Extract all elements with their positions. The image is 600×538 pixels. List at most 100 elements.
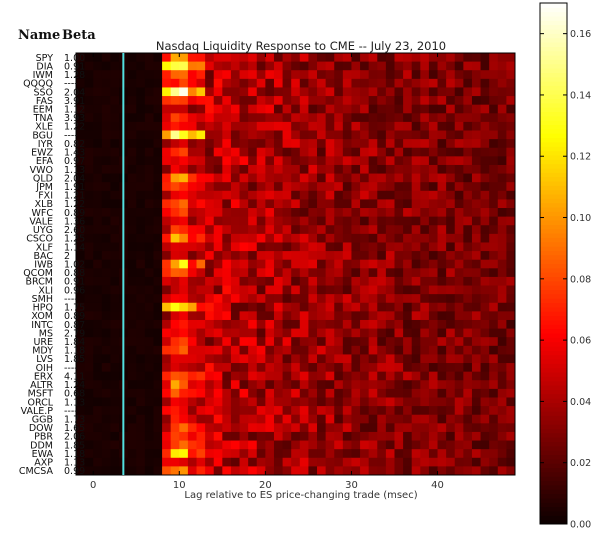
heatmap-cell	[308, 406, 318, 416]
heatmap-cell	[110, 156, 120, 166]
heatmap-cell	[420, 414, 430, 424]
heatmap-cell	[428, 78, 438, 88]
heatmap-cell	[334, 104, 344, 114]
heatmap-cell	[230, 276, 240, 286]
heatmap-cell	[282, 130, 292, 140]
row-beta-label: 1.21	[64, 191, 85, 202]
heatmap-cell	[282, 225, 292, 235]
heatmap-cell	[334, 96, 344, 106]
heatmap-cell	[144, 130, 154, 140]
heatmap-cell	[360, 96, 370, 106]
heatmap-cell	[93, 87, 103, 97]
heatmap-cell	[179, 337, 189, 347]
heatmap-cell	[317, 242, 327, 252]
heatmap-cell	[308, 380, 318, 390]
heatmap-cell	[317, 363, 327, 373]
heatmap-cell	[454, 388, 464, 398]
heatmap-cell	[463, 113, 473, 123]
heatmap-cell	[127, 216, 137, 226]
heatmap-cell	[351, 328, 361, 338]
heatmap-cell	[454, 294, 464, 304]
heatmap-cell	[213, 363, 223, 373]
heatmap-cell	[385, 414, 395, 424]
heatmap-cell	[334, 268, 344, 278]
heatmap-cell	[497, 173, 507, 183]
heatmap-cell	[394, 345, 404, 355]
heatmap-cell	[213, 276, 223, 286]
heatmap-cell	[291, 87, 301, 97]
heatmap-cell	[256, 440, 266, 450]
heatmap-cell	[403, 380, 413, 390]
heatmap-cell	[144, 233, 154, 243]
heatmap-cell	[153, 319, 163, 329]
heatmap-cell	[170, 242, 180, 252]
colorbar-segment	[540, 432, 567, 438]
heatmap-cell	[377, 423, 387, 433]
heatmap-cell	[497, 285, 507, 295]
heatmap-cell	[325, 423, 335, 433]
heatmap-cell	[351, 449, 361, 459]
colorbar-segment	[540, 350, 567, 356]
heatmap-cell	[230, 190, 240, 200]
heatmap-cell	[497, 199, 507, 209]
heatmap-cell	[334, 53, 344, 63]
heatmap-cell	[76, 182, 86, 192]
heatmap-cell	[403, 53, 413, 63]
heatmap-cell	[248, 96, 258, 106]
heatmap-cell	[187, 53, 197, 63]
heatmap-cell	[205, 53, 215, 63]
colorbar-segment	[540, 81, 567, 86]
heatmap-cell	[325, 164, 335, 174]
heatmap-cell	[334, 164, 344, 174]
heatmap-cell	[368, 311, 378, 321]
heatmap-cell	[248, 397, 258, 407]
heatmap-cell	[446, 104, 456, 114]
heatmap-cell	[411, 233, 421, 243]
heatmap-cell	[428, 139, 438, 149]
heatmap-cell	[428, 397, 438, 407]
heatmap-cell	[325, 182, 335, 192]
heatmap-cell	[127, 130, 137, 140]
heatmap-cell	[76, 431, 86, 441]
heatmap-cell	[299, 319, 309, 329]
heatmap-cell	[239, 156, 249, 166]
row-name-label: JPM	[35, 182, 53, 193]
row-name-label: OIH	[36, 363, 53, 374]
heatmap-cell	[282, 294, 292, 304]
row-beta-label: 1.22	[64, 122, 85, 133]
heatmap-cell	[317, 190, 327, 200]
heatmap-cell	[480, 70, 490, 80]
heatmap-cell	[437, 345, 447, 355]
heatmap-cell	[471, 233, 481, 243]
heatmap-cell	[179, 182, 189, 192]
heatmap-cell	[368, 156, 378, 166]
heatmap-cell	[101, 61, 111, 71]
heatmap-cell	[471, 61, 481, 71]
heatmap-cell	[239, 113, 249, 123]
heatmap-cell	[403, 251, 413, 261]
heatmap-cell	[351, 354, 361, 364]
heatmap-cell	[101, 190, 111, 200]
heatmap-cell	[84, 233, 94, 243]
heatmap-cell	[205, 78, 215, 88]
heatmap-cell	[385, 345, 395, 355]
heatmap-cell	[144, 302, 154, 312]
heatmap-cell	[471, 319, 481, 329]
heatmap-cell	[144, 147, 154, 157]
heatmap-cell	[411, 164, 421, 174]
heatmap-cell	[437, 113, 447, 123]
heatmap-cell	[385, 87, 395, 97]
heatmap-cell	[428, 251, 438, 261]
heatmap-cell	[162, 294, 172, 304]
heatmap-cell	[101, 440, 111, 450]
heatmap-cell	[368, 363, 378, 373]
heatmap-cell	[351, 113, 361, 123]
heatmap-cell	[497, 190, 507, 200]
row-beta-label: 2.04	[64, 87, 85, 98]
heatmap-cell	[325, 457, 335, 467]
colorbar-segment	[540, 428, 567, 434]
heatmap-cell	[76, 345, 86, 355]
heatmap-cell	[101, 242, 111, 252]
heatmap-cell	[291, 78, 301, 88]
row-beta-label: 1.85	[64, 440, 85, 451]
